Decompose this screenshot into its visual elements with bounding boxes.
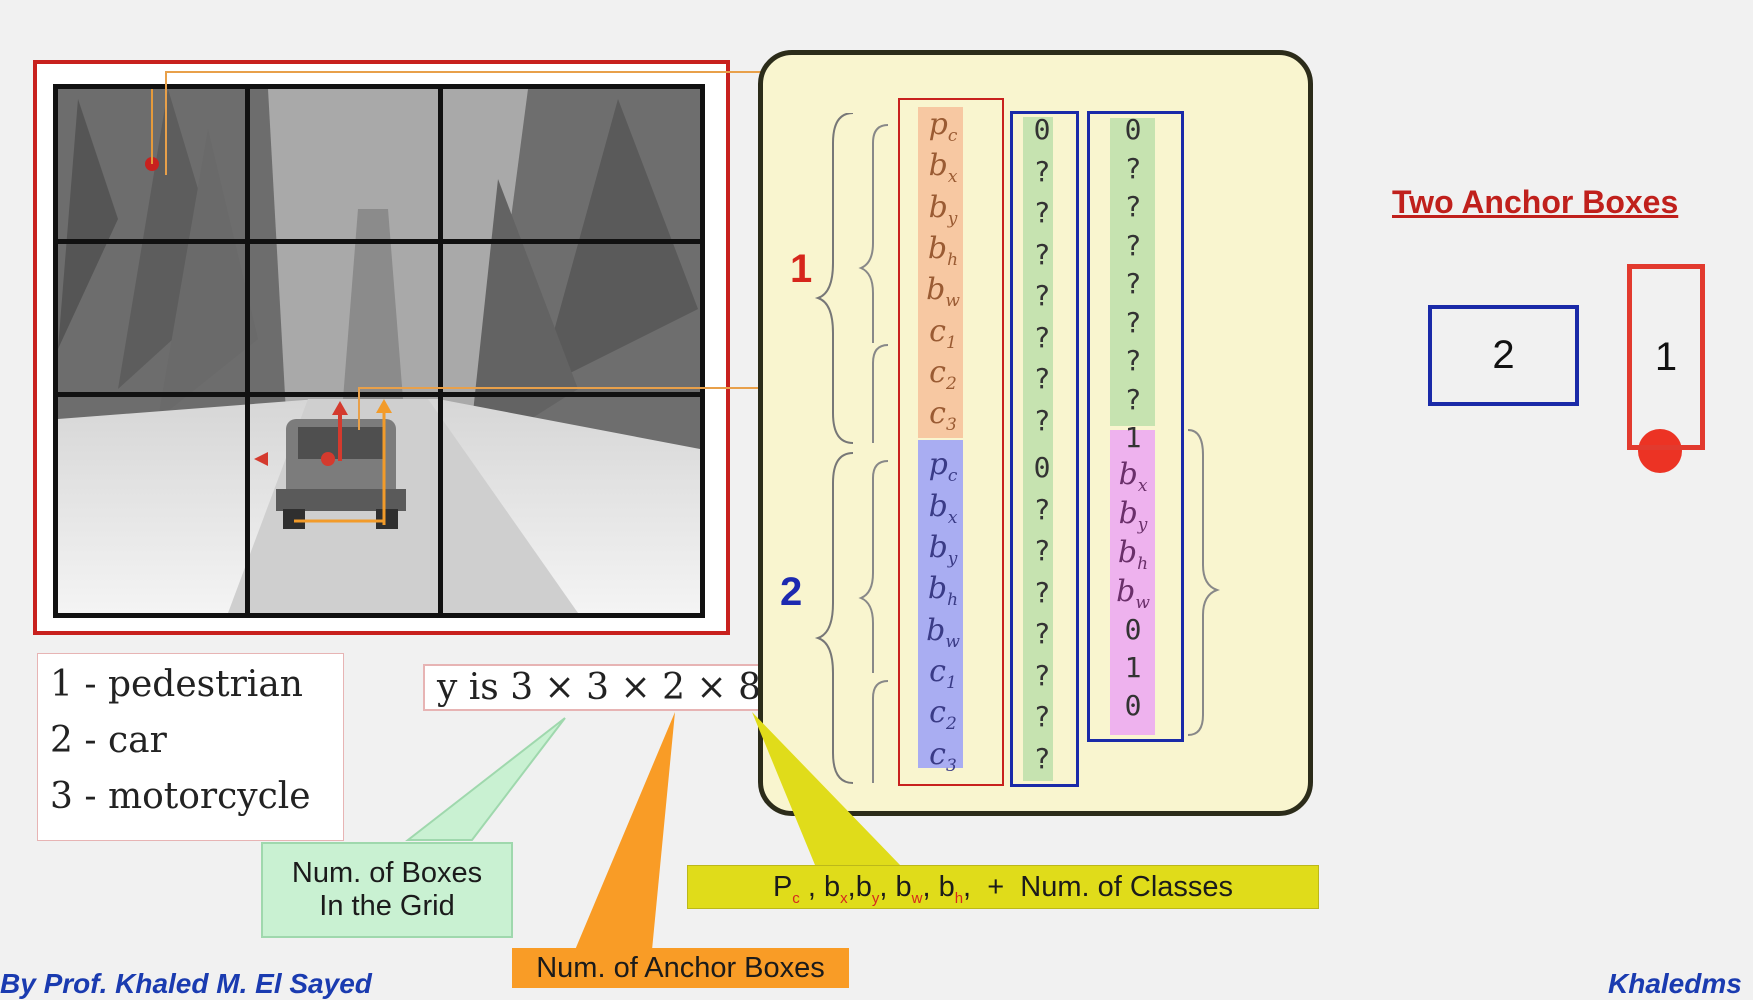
column-a-fill bbox=[1023, 117, 1053, 781]
example-b-class-entry: 0 bbox=[1124, 689, 1142, 722]
label-vector-entry: bh bbox=[927, 571, 959, 611]
label-vector-column bbox=[898, 98, 1004, 786]
example-a-entry: ? bbox=[1033, 617, 1051, 650]
callout-num-boxes-line1: Num. of Boxes bbox=[291, 857, 483, 889]
example-b-entry: ? bbox=[1124, 344, 1142, 377]
example-b-box-entry: bh bbox=[1117, 535, 1149, 574]
example-a-entry: 0 bbox=[1033, 113, 1051, 146]
pc-term: Pc bbox=[772, 871, 800, 907]
bx-term: bx bbox=[823, 871, 848, 907]
legend-item-pedestrian: 1 - pedestrian bbox=[50, 664, 303, 705]
example-b-entry: ? bbox=[1124, 228, 1142, 262]
example-b-class-entry: 1 bbox=[1124, 651, 1142, 684]
example-vector-column-b bbox=[1087, 111, 1184, 742]
bw-term: bw bbox=[895, 871, 923, 907]
grid-line bbox=[58, 392, 700, 397]
label-vector-entry: bw bbox=[926, 612, 960, 652]
label-vector-entry: c3 bbox=[929, 396, 957, 436]
grid-line bbox=[245, 89, 250, 613]
example-vector-a-cells: 0??????? 0??????? bbox=[1017, 113, 1067, 783]
example-a-entry: ? bbox=[1033, 492, 1051, 526]
callout-vector-length: Pc , bx,by, bw, bh, + Num. of Classes bbox=[687, 865, 1319, 909]
label-vector-entry: bx bbox=[928, 488, 958, 528]
label-vector-entry: pc bbox=[928, 107, 958, 146]
anchor-boxes-title: Two Anchor Boxes bbox=[1392, 184, 1679, 220]
example-a-entry: ? bbox=[1033, 362, 1051, 395]
label-vector-entry: by bbox=[928, 530, 958, 569]
label-vector-entry: bx bbox=[928, 148, 958, 188]
label-vector-entry: pc bbox=[928, 447, 958, 487]
column-b-pink-fill bbox=[1110, 430, 1155, 735]
callout-num-boxes: Num. of Boxes In the Grid bbox=[261, 842, 513, 938]
example-a-entry: ? bbox=[1033, 700, 1051, 733]
label-vector-entry: c1 bbox=[929, 313, 957, 353]
example-vector-b-cells: 0??????? 1 bx by bh bw 0 1 0 bbox=[1093, 113, 1173, 741]
column-b-green-fill bbox=[1110, 118, 1155, 426]
example-b-box-entry: bx bbox=[1118, 457, 1148, 496]
grid-line bbox=[58, 239, 700, 244]
brace-lines bbox=[814, 113, 889, 784]
label-vector-entry: bw bbox=[926, 272, 960, 312]
example-b-entry: ? bbox=[1124, 305, 1142, 339]
example-b-class-entry: 0 bbox=[1124, 613, 1142, 646]
example-b-entry: ? bbox=[1124, 267, 1142, 300]
example-a-entry: ? bbox=[1033, 320, 1051, 354]
group-label-anchor-1: 1 bbox=[790, 247, 813, 291]
example-vector-column-a bbox=[1010, 111, 1079, 787]
example-b-entry: ? bbox=[1124, 382, 1142, 416]
num-classes-text: Num. of Classes bbox=[1020, 871, 1234, 903]
anchor-box-2: 2 bbox=[1428, 305, 1579, 406]
label-vector-cells: pc bx by bh bw c1 c2 c3 pc bx by bh bw c1 c2 c3 bbox=[903, 107, 983, 776]
example-b-entry: ? bbox=[1124, 151, 1142, 185]
separator: , bbox=[879, 871, 888, 903]
callout-num-boxes-line2: In the Grid bbox=[319, 890, 455, 922]
separator: , bbox=[922, 871, 931, 903]
author-credit: By Prof. Khaled M. El Sayed bbox=[0, 968, 372, 999]
anchor-2-fill bbox=[918, 440, 963, 768]
label-vector-entry: bh bbox=[927, 230, 959, 270]
example-a-entry: ? bbox=[1033, 741, 1051, 775]
example-b-entry: 1 bbox=[1124, 421, 1142, 454]
label-vector-entry: c3 bbox=[929, 736, 957, 776]
grid-line bbox=[438, 89, 443, 613]
legend-item-motorcycle: 3 - motorcycle bbox=[50, 776, 311, 817]
example-b-box-entry: by bbox=[1118, 496, 1148, 535]
example-a-entry: ? bbox=[1033, 658, 1051, 692]
label-vector-entry: by bbox=[928, 189, 958, 229]
example-b-box-entry: bw bbox=[1116, 574, 1150, 613]
example-a-entry: ? bbox=[1033, 196, 1051, 229]
example-a-entry: ? bbox=[1033, 534, 1051, 567]
road-photo-grid bbox=[53, 84, 705, 618]
by-term: by bbox=[855, 871, 880, 907]
example-a-entry: ? bbox=[1033, 279, 1051, 312]
example-b-entry: ? bbox=[1124, 190, 1142, 223]
separator: , bbox=[963, 871, 972, 903]
label-vector-entry: c1 bbox=[929, 653, 957, 693]
anchor-1-fill bbox=[918, 107, 963, 438]
callout-num-anchor-boxes: Num. of Anchor Boxes bbox=[512, 948, 849, 988]
class-legend: 1 - pedestrian 2 - car 3 - motorcycle bbox=[37, 653, 344, 841]
example-b-entry: 0 bbox=[1124, 113, 1142, 146]
label-vector-entry: c2 bbox=[929, 695, 957, 735]
example-a-entry: ? bbox=[1033, 403, 1051, 437]
separator: , bbox=[847, 871, 856, 903]
right-brace bbox=[1187, 429, 1220, 736]
output-shape-formula: y is 3 × 3 × 2 × 8 bbox=[423, 664, 777, 711]
plus-sign: + bbox=[987, 871, 1005, 903]
example-a-entry: ? bbox=[1033, 575, 1051, 609]
example-a-entry: ? bbox=[1033, 154, 1051, 188]
output-vector-panel: 1 2 pc bx by bh bw c1 c2 c3 pc bx by bh bw c1 c2 c3 0??… bbox=[758, 50, 1313, 816]
example-a-entry: 0 bbox=[1033, 451, 1051, 484]
scene-illustration bbox=[58, 89, 700, 613]
group-label-anchor-2: 2 bbox=[780, 570, 803, 614]
author-handle: Khaledms bbox=[1608, 968, 1742, 999]
separator: , bbox=[807, 871, 816, 903]
label-vector-entry: c2 bbox=[929, 354, 957, 394]
anchor-box-1: 1 bbox=[1627, 264, 1705, 450]
example-a-entry: ? bbox=[1033, 237, 1051, 271]
bh-term: bh bbox=[938, 871, 964, 907]
legend-item-car: 2 - car bbox=[50, 720, 167, 761]
